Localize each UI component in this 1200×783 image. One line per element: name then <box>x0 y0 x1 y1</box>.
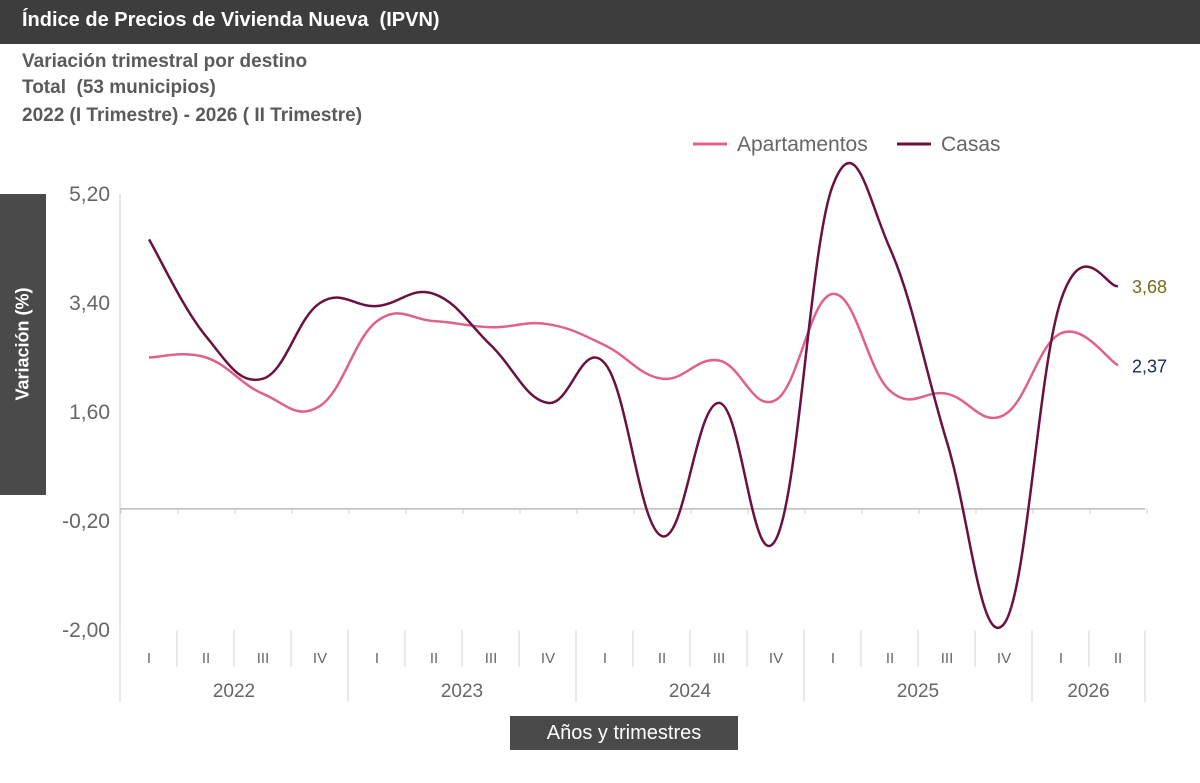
x-tick-label: I <box>831 650 835 667</box>
y-tick-label: 5,20 <box>69 183 110 206</box>
x-tick-label: II <box>430 650 438 667</box>
year-label: 2025 <box>897 681 939 702</box>
series-line-casas <box>147 161 1119 629</box>
legend-label-casas: Casas <box>941 133 1001 156</box>
y-axis-label-box: Variación (%) <box>0 194 46 495</box>
x-tick-label: IV <box>541 650 555 667</box>
series-line-apartamentos <box>148 292 1119 420</box>
x-tick-label: I <box>1059 650 1063 667</box>
x-tick-label: IV <box>769 650 783 667</box>
x-tick-label: III <box>257 650 270 667</box>
end-label-apartamentos: 2,37 <box>1132 356 1167 376</box>
year-label: 2022 <box>213 681 255 702</box>
x-tick-label: III <box>713 650 726 667</box>
x-tick-label: IV <box>997 650 1011 667</box>
legend-label-apartamentos: Apartamentos <box>737 133 868 156</box>
x-tick-label: IV <box>313 650 327 667</box>
x-tick-label: II <box>658 650 666 667</box>
x-tick-label: I <box>147 650 151 667</box>
subtitle-total: Total (53 municipios) <box>22 77 216 98</box>
x-tick-label: I <box>375 650 379 667</box>
year-label: 2023 <box>441 681 483 702</box>
x-tick-label: II <box>1114 650 1122 667</box>
chart-title: Índice de Precios de Vivienda Nueva (IPV… <box>22 9 440 31</box>
y-tick-label: 3,40 <box>69 292 110 315</box>
year-label: 2026 <box>1067 681 1109 702</box>
x-tick-label: I <box>603 650 607 667</box>
x-tick-label: II <box>886 650 894 667</box>
x-axis-label: Años y trimestres <box>510 716 738 750</box>
y-tick-label: -0,20 <box>62 510 110 533</box>
x-tick-label: II <box>202 650 210 667</box>
subtitle-variation: Variación trimestral por destino <box>22 51 308 72</box>
year-label: 2024 <box>669 681 712 702</box>
header-bar: Índice de Precios de Vivienda Nueva (IPV… <box>0 0 1200 44</box>
x-tick-label: III <box>485 650 498 667</box>
end-label-casas: 3,68 <box>1132 277 1167 297</box>
y-tick-label: 1,60 <box>69 401 110 424</box>
subtitle-period: 2022 (I Trimestre) - 2026 ( II Trimestre… <box>22 105 363 126</box>
y-tick-label: -2,00 <box>62 619 110 642</box>
x-tick-label: III <box>941 650 954 667</box>
